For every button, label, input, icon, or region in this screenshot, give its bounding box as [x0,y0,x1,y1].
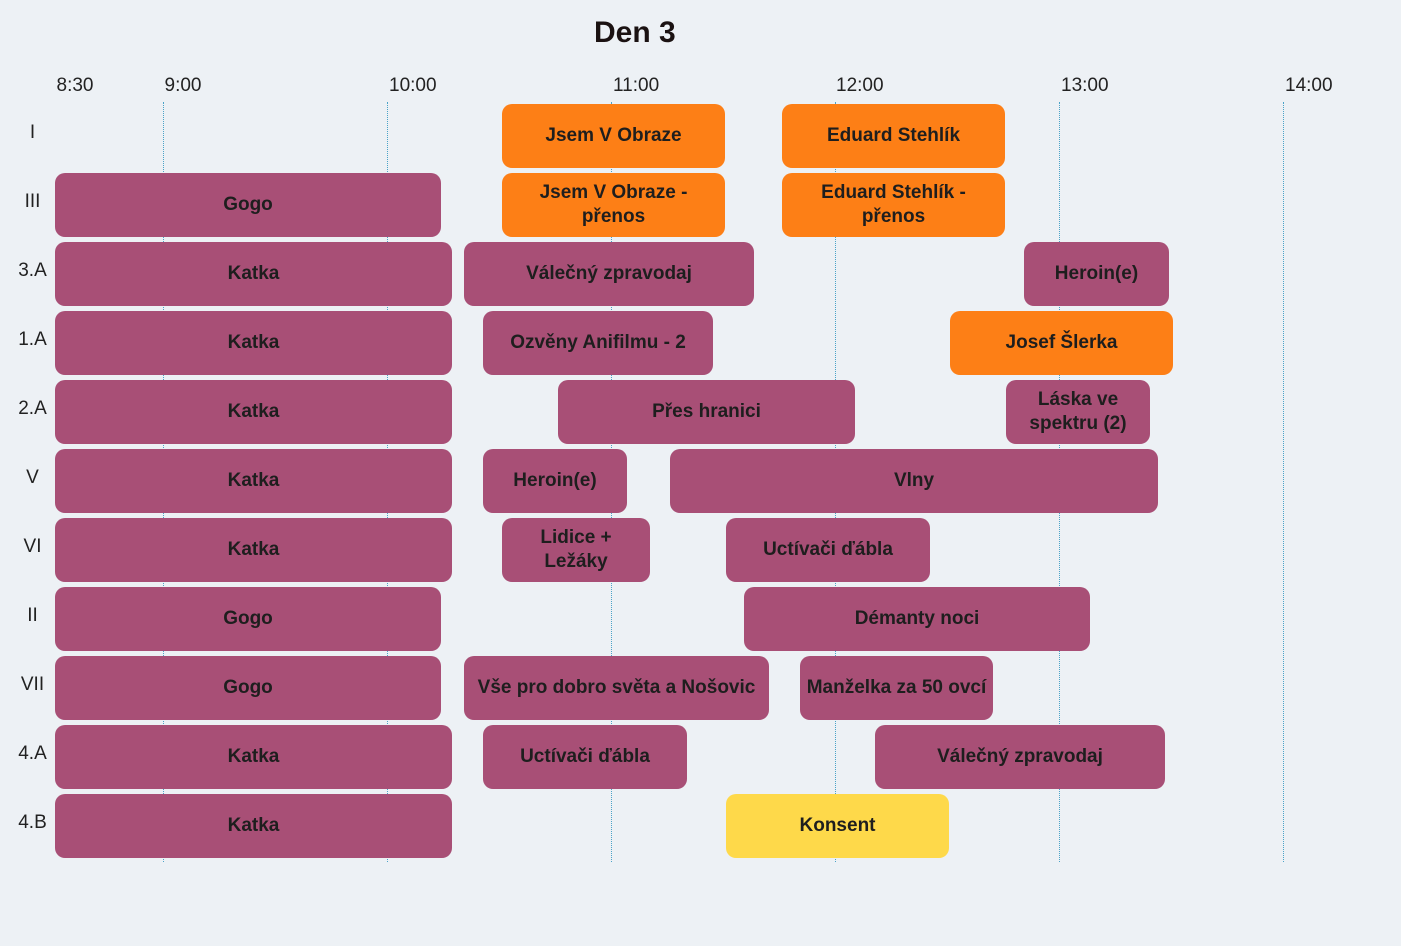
event-label: Katka [227,746,280,767]
time-tick-label: 9:00 [164,75,202,96]
row-label: VII [20,674,45,695]
event-label: Vše pro dobro světa a Nošovic [477,677,756,698]
event-label: Heroin(e) [513,470,597,491]
event-label: Katka [227,263,280,284]
time-tick-label: 14:00 [1285,75,1333,96]
event-block[interactable]: Gogo [55,656,441,720]
time-tick-label: 8:30 [56,75,94,96]
event-block[interactable]: Konsent [726,794,949,858]
event-label: Jsem V Obraze [545,125,682,146]
event-block[interactable]: Katka [55,380,452,444]
event-label: Katka [227,470,280,491]
event-block[interactable]: Ozvěny Anifilmu - 2 [483,311,713,375]
event-block[interactable]: Vlny [670,449,1158,513]
row-label: I [29,122,36,143]
event-block[interactable]: Katka [55,242,452,306]
event-label: Katka [227,401,280,422]
event-block[interactable]: Jsem V Obraze [502,104,725,168]
event-label: Eduard Stehlík - přenos [821,182,966,227]
event-block[interactable]: Vše pro dobro světa a Nošovic [464,656,769,720]
row-label: 2.A [18,398,47,419]
event-label: Gogo [223,608,273,629]
row-label: II [27,605,38,626]
event-label: Katka [227,332,280,353]
event-label: Válečný zpravodaj [937,746,1103,767]
event-block[interactable]: Katka [55,794,452,858]
event-label: Katka [227,815,280,836]
event-label: Ozvěny Anifilmu - 2 [510,332,686,353]
row-label: 4.A [18,743,47,764]
event-block[interactable]: Eduard Stehlík - přenos [782,173,1005,237]
time-tick-label: 12:00 [836,75,884,96]
event-block[interactable]: Katka [55,311,452,375]
event-label: Eduard Stehlík [826,125,961,146]
row-label: 4.B [18,812,47,833]
event-block[interactable]: Josef Šlerka [950,311,1173,375]
row-label: 1.A [18,329,47,350]
time-tick-label: 10:00 [389,75,437,96]
event-block[interactable]: Katka [55,518,452,582]
event-block[interactable]: Eduard Stehlík [782,104,1005,168]
event-label: Konsent [799,815,876,836]
event-label: Vlny [893,470,935,491]
event-label: Gogo [223,677,273,698]
event-block[interactable]: Válečný zpravodaj [464,242,754,306]
event-label: Uctívači ďábla [763,539,893,560]
event-label: Heroin(e) [1054,263,1139,284]
event-label: Válečný zpravodaj [526,263,692,284]
event-block[interactable]: Lidice + Ležáky [502,518,650,582]
row-label: V [26,467,39,488]
event-label: Gogo [223,194,273,215]
event-block[interactable]: Uctívači ďábla [483,725,687,789]
row-label: 3.A [18,260,47,281]
page-title: Den 3 [594,16,676,49]
event-label: Josef Šlerka [1005,332,1118,353]
event-label: Katka [227,539,280,560]
event-block[interactable]: Heroin(e) [483,449,627,513]
event-block[interactable]: Uctívači ďábla [726,518,930,582]
event-block[interactable]: Válečný zpravodaj [875,725,1165,789]
event-block[interactable]: Démanty noci [744,587,1090,651]
event-label: Jsem V Obraze - přenos [539,182,688,227]
event-block[interactable]: Gogo [55,173,441,237]
event-label: Uctívači ďábla [520,746,650,767]
event-block[interactable]: Láska ve spektru (2) [1006,380,1150,444]
row-label: VI [23,536,42,557]
event-label: Manželka za 50 ovcí [806,677,987,698]
event-label: Přes hranici [652,401,761,422]
event-block[interactable]: Gogo [55,587,441,651]
event-block[interactable]: Heroin(e) [1024,242,1169,306]
event-block[interactable]: Katka [55,449,452,513]
event-label: Lidice + Ležáky [540,527,612,572]
event-block[interactable]: Katka [55,725,452,789]
time-tick-label: 11:00 [613,75,660,96]
time-tick-label: 13:00 [1061,75,1109,96]
event-label: Démanty noci [854,608,980,629]
row-label: III [24,191,41,212]
time-gridline [1283,102,1284,862]
event-block[interactable]: Jsem V Obraze - přenos [502,173,725,237]
event-block[interactable]: Manželka za 50 ovcí [800,656,993,720]
event-block[interactable]: Přes hranici [558,380,855,444]
event-label: Láska ve spektru (2) [1029,389,1127,434]
